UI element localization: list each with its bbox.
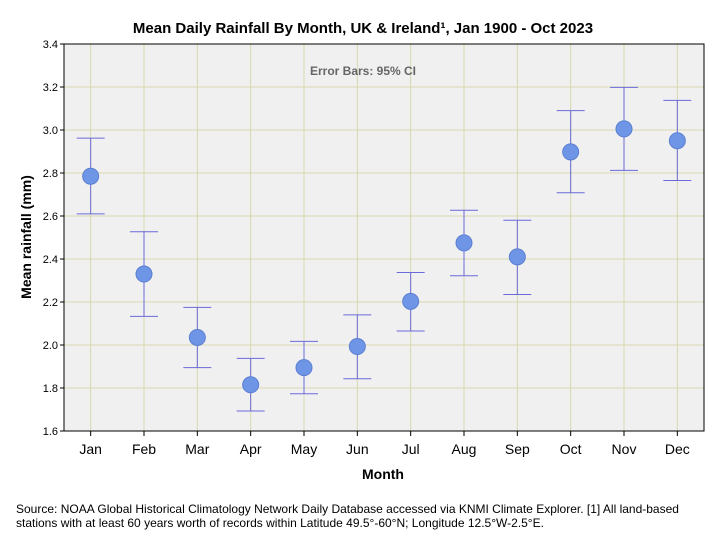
plot-area bbox=[64, 44, 704, 431]
chart: Mean Daily Rainfall By Month, UK & Irela… bbox=[18, 20, 705, 482]
x-tick-label: Jun bbox=[346, 441, 369, 457]
data-point bbox=[562, 143, 580, 161]
x-axis-label: Month bbox=[362, 466, 404, 482]
data-point bbox=[615, 120, 633, 138]
x-tick-label: Aug bbox=[452, 441, 477, 457]
y-tick-label: 1.8 bbox=[43, 383, 58, 395]
data-point bbox=[82, 167, 100, 185]
chart-title: Mean Daily Rainfall By Month, UK & Irela… bbox=[133, 20, 593, 37]
x-tick-labels: Jan Feb Mar Apr May Jun Jul Aug Sep Oct Nov Dec bbox=[79, 441, 689, 457]
y-tick-label: 3.0 bbox=[43, 125, 58, 137]
data-point bbox=[242, 376, 260, 394]
y-tick-label: 1.6 bbox=[43, 426, 58, 438]
y-tick-label: 2.2 bbox=[43, 297, 58, 309]
source-note: Source: NOAA Global Historical Climatolo… bbox=[16, 502, 679, 530]
x-tick-label: Jan bbox=[79, 441, 102, 457]
x-tick-label: May bbox=[291, 441, 317, 457]
axes bbox=[60, 43, 705, 436]
x-tick-label: Mar bbox=[185, 441, 209, 457]
y-tick-label: 2.6 bbox=[43, 211, 58, 223]
x-tick-label: Sep bbox=[505, 441, 530, 457]
plot-border bbox=[63, 43, 705, 432]
data-point bbox=[402, 292, 420, 310]
y-tick-label: 3.2 bbox=[43, 82, 58, 94]
x-tick-label: Feb bbox=[132, 441, 156, 457]
y-tick-label: 2.8 bbox=[43, 168, 58, 180]
y-tick-label: 2.4 bbox=[43, 254, 58, 266]
data-point bbox=[295, 359, 313, 377]
x-tick-label: Dec bbox=[665, 441, 690, 457]
chart-annotation: Error Bars: 95% CI bbox=[310, 64, 416, 78]
data-point bbox=[455, 234, 473, 252]
x-tick-label: Jul bbox=[402, 441, 420, 457]
data-point bbox=[135, 265, 153, 283]
y-tick-labels: 1.6 1.8 2.0 2.2 2.4 2.6 2.8 3.0 3.2 3.4 bbox=[43, 39, 58, 438]
y-tick-label: 3.4 bbox=[43, 39, 58, 51]
x-tick-label: Apr bbox=[240, 441, 262, 457]
data-point bbox=[668, 132, 686, 150]
y-tick-label: 2.0 bbox=[43, 340, 58, 352]
y-axis-label: Mean rainfall (mm) bbox=[18, 175, 34, 299]
data-points bbox=[82, 120, 686, 394]
data-point bbox=[508, 248, 526, 266]
x-tick-label: Nov bbox=[612, 441, 637, 457]
data-point bbox=[348, 338, 366, 356]
data-point bbox=[188, 328, 206, 346]
x-tick-label: Oct bbox=[560, 441, 582, 457]
